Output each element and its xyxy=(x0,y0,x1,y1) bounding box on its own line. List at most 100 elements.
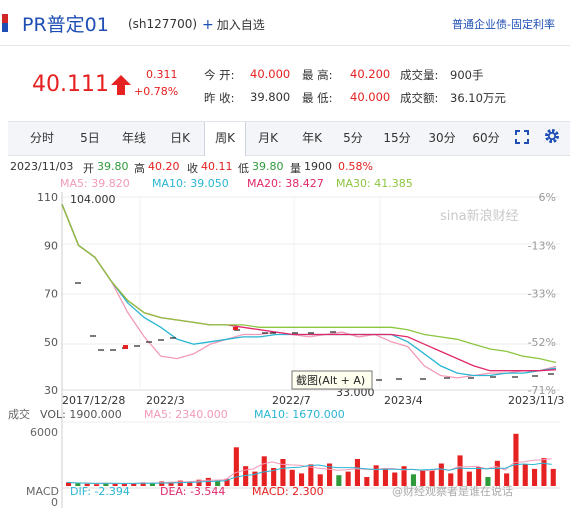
volume-bar xyxy=(177,480,183,486)
open-label: 今 开: xyxy=(204,68,235,82)
amount-label: 成交额: xyxy=(400,91,439,105)
volume-bar xyxy=(410,474,416,486)
bar-info-open: 39.80 xyxy=(97,160,129,173)
bar-info-close: 40.11 xyxy=(201,160,233,173)
volume-bar xyxy=(103,482,109,486)
y-tick-label: 70 xyxy=(44,288,58,301)
high-label: 最 高: xyxy=(302,68,333,82)
security-code: (sh127700) xyxy=(128,17,198,31)
bar-info-open-label: 开 xyxy=(83,162,94,175)
price-change: 0.311 xyxy=(146,68,178,81)
volume-bar xyxy=(532,468,538,486)
vol-tick-bottom: 0 xyxy=(51,496,58,509)
volume-bar xyxy=(373,465,379,486)
volume-bar xyxy=(336,475,342,486)
add-to-watchlist-button[interactable]: + 加入自选 xyxy=(202,16,265,33)
amount-value: 36.10万元 xyxy=(450,91,506,105)
volume-bar xyxy=(438,463,444,486)
volume-bar xyxy=(550,468,556,486)
series-line-ma30 xyxy=(61,203,557,364)
tab-3[interactable]: 年线 xyxy=(121,131,146,145)
volume-value: 900手 xyxy=(450,68,484,82)
gear-icon[interactable] xyxy=(544,128,560,144)
volume-bar xyxy=(215,480,221,486)
bar-info-pct: 0.58% xyxy=(338,160,373,173)
x-tick-label: 2022/3 xyxy=(146,394,185,407)
current-price: 40.111 xyxy=(32,72,109,97)
right-tick-label: 6% xyxy=(539,191,556,204)
volume-bar xyxy=(112,483,118,486)
volume-bar xyxy=(159,481,165,486)
tab-8[interactable]: 5分 xyxy=(343,131,363,145)
bar-info-low: 39.80 xyxy=(252,160,284,173)
tab-9[interactable]: 15分 xyxy=(383,131,411,145)
bar-info-high-label: 高 xyxy=(134,162,145,175)
volume-bar xyxy=(224,478,230,486)
bar-info-high: 40.20 xyxy=(148,160,180,173)
bar-info-low-label: 低 xyxy=(238,162,249,175)
volume-bar xyxy=(66,482,72,486)
macd-label: MACD xyxy=(26,485,59,498)
category-link[interactable]: 普通企业债-固定利率 xyxy=(452,18,555,31)
volume-bar xyxy=(75,483,81,486)
ma30-value: MA30: 41.385 xyxy=(336,177,413,190)
bar-info-date: 2023/11/03 xyxy=(10,160,74,173)
volume-bar xyxy=(466,471,472,486)
screenshot-tooltip-box xyxy=(291,370,373,390)
tab-11[interactable]: 60分 xyxy=(472,131,500,145)
candle-mark xyxy=(233,327,238,330)
volume-bar xyxy=(308,464,314,486)
volume-bar xyxy=(317,474,323,486)
volume-bar xyxy=(382,468,388,486)
volume-bar xyxy=(494,460,500,486)
fullscreen-icon[interactable] xyxy=(515,130,529,144)
price-change-pct: +0.78% xyxy=(134,85,179,98)
tab-1[interactable]: 分时 xyxy=(29,131,54,145)
volume-bar xyxy=(485,477,491,486)
flag-icon xyxy=(2,14,8,32)
vol-ma5-value: MA5: 2340.000 xyxy=(144,408,228,421)
add-label: 加入自选 xyxy=(216,18,265,32)
volume-bar xyxy=(448,473,454,486)
volume-bar xyxy=(364,477,370,486)
volume-bar xyxy=(84,483,90,487)
volume-bar xyxy=(476,467,482,486)
volume-bar xyxy=(140,482,146,486)
watermark: sina新浪财经 xyxy=(440,208,519,224)
low-label: 最 低: xyxy=(302,91,333,105)
bar-info-vol-label: 量 xyxy=(290,162,301,175)
max-label: 104.000 xyxy=(70,193,116,206)
volume-bar xyxy=(429,470,435,486)
prev-close-label: 昨 收: xyxy=(204,91,235,105)
volume-bar xyxy=(541,458,547,486)
macd-dea: DEA: -3.544 xyxy=(160,485,225,498)
volume-bar xyxy=(121,483,127,487)
bar-info-close-label: 收 xyxy=(187,162,198,175)
y-tick-label: 110 xyxy=(37,191,58,204)
tab-7[interactable]: 年K xyxy=(302,131,322,145)
high-value: 40.200 xyxy=(350,67,391,81)
tab-2[interactable]: 5日 xyxy=(80,131,100,145)
security-title: PR普定01 xyxy=(22,14,109,36)
vol-ma10-line xyxy=(66,462,552,484)
tab-5[interactable]: 周K xyxy=(204,122,246,156)
volume-bar xyxy=(233,447,239,486)
volume-bar xyxy=(504,473,510,486)
vol-value: VOL: 1900.000 xyxy=(40,408,122,421)
volume-bar xyxy=(327,463,333,486)
prev-close-value: 39.800 xyxy=(250,90,291,104)
volume-label: 成交量: xyxy=(400,68,439,82)
volume-bar xyxy=(345,471,351,486)
volume-bar xyxy=(354,459,360,486)
bar-info-vol: 1900 xyxy=(304,160,332,173)
header-divider xyxy=(0,45,570,46)
volume-bar xyxy=(187,481,193,486)
vol-tick-top: 6000 xyxy=(30,426,58,439)
macd-dif: DIF: -2.394 xyxy=(70,485,130,498)
x-tick-label: 2022/7 xyxy=(272,394,311,407)
volume-bar xyxy=(513,433,519,486)
tab-4[interactable]: 日K xyxy=(170,131,190,145)
tab-10[interactable]: 30分 xyxy=(428,131,456,145)
tab-6[interactable]: 月K xyxy=(258,131,278,145)
